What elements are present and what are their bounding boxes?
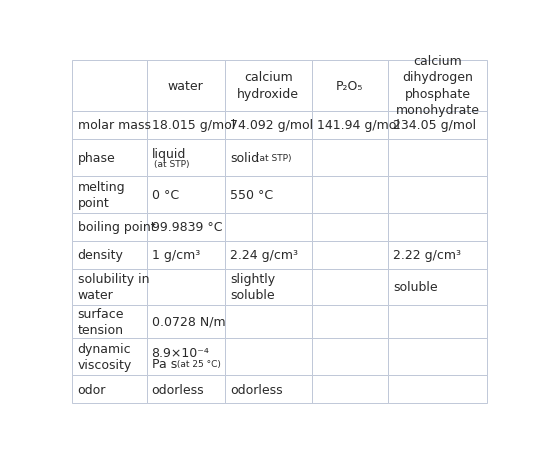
Text: odorless: odorless [230, 383, 282, 396]
Bar [388, 213, 487, 241]
Bar [73, 305, 146, 338]
Text: P₂O₅: P₂O₅ [336, 79, 363, 92]
Text: 18.015 g/mol: 18.015 g/mol [152, 119, 235, 132]
Bar [73, 375, 146, 403]
Bar [146, 375, 225, 403]
Text: 0.0728 N/m: 0.0728 N/m [152, 315, 225, 328]
Bar [388, 112, 487, 139]
Text: calcium
hydroxide: calcium hydroxide [237, 71, 299, 101]
Text: (at 25 °C): (at 25 °C) [174, 359, 221, 368]
Bar [312, 338, 388, 375]
Bar [146, 139, 225, 176]
Text: slightly
soluble: slightly soluble [230, 272, 275, 302]
Text: dynamic
viscosity: dynamic viscosity [78, 342, 132, 372]
Bar [312, 139, 388, 176]
Text: 1 g/cm³: 1 g/cm³ [152, 249, 200, 262]
Text: solubility in
water: solubility in water [78, 272, 149, 302]
Bar [312, 112, 388, 139]
Text: calcium
dihydrogen
phosphate
monohydrate: calcium dihydrogen phosphate monohydrate [395, 55, 479, 117]
Bar [225, 375, 312, 403]
Bar [73, 61, 146, 112]
Bar [225, 213, 312, 241]
Text: water: water [168, 79, 204, 92]
Text: liquid: liquid [152, 148, 186, 161]
Bar [146, 305, 225, 338]
Bar [146, 241, 225, 269]
Bar [388, 176, 487, 213]
Bar [225, 241, 312, 269]
Text: density: density [78, 249, 123, 262]
Bar [225, 139, 312, 176]
Text: Pa s: Pa s [152, 357, 177, 370]
Bar [225, 176, 312, 213]
Bar [312, 61, 388, 112]
Text: soluble: soluble [393, 280, 437, 293]
Text: surface
tension: surface tension [78, 307, 124, 336]
Text: (at STP): (at STP) [256, 153, 292, 162]
Text: 74.092 g/mol: 74.092 g/mol [230, 119, 313, 132]
Bar [388, 305, 487, 338]
Text: 8.9×10⁻⁴: 8.9×10⁻⁴ [152, 347, 210, 360]
Bar [225, 338, 312, 375]
Text: odorless: odorless [152, 383, 204, 396]
Text: odor: odor [78, 383, 106, 396]
Bar [73, 213, 146, 241]
Bar [146, 338, 225, 375]
Text: boiling point: boiling point [78, 221, 155, 234]
Bar [146, 61, 225, 112]
Bar [312, 305, 388, 338]
Bar [388, 269, 487, 305]
Bar [146, 269, 225, 305]
Text: (at STP): (at STP) [154, 160, 189, 169]
Bar [388, 338, 487, 375]
Text: 141.94 g/mol: 141.94 g/mol [317, 119, 400, 132]
Bar [312, 176, 388, 213]
Text: 2.22 g/cm³: 2.22 g/cm³ [393, 249, 461, 262]
Text: phase: phase [78, 151, 115, 164]
Bar [225, 112, 312, 139]
Text: 99.9839 °C: 99.9839 °C [152, 221, 222, 234]
Bar [388, 61, 487, 112]
Bar [388, 375, 487, 403]
Bar [312, 213, 388, 241]
Text: solid: solid [230, 151, 259, 164]
Text: 550 °C: 550 °C [230, 189, 273, 202]
Bar [225, 305, 312, 338]
Bar [312, 375, 388, 403]
Bar [146, 213, 225, 241]
Bar [146, 176, 225, 213]
Bar [73, 176, 146, 213]
Bar [73, 338, 146, 375]
Bar [388, 241, 487, 269]
Text: molar mass: molar mass [78, 119, 151, 132]
Bar [312, 269, 388, 305]
Bar [388, 139, 487, 176]
Text: 234.05 g/mol: 234.05 g/mol [393, 119, 476, 132]
Bar [73, 241, 146, 269]
Text: melting
point: melting point [78, 180, 125, 210]
Bar [312, 241, 388, 269]
Bar [225, 269, 312, 305]
Bar [73, 139, 146, 176]
Bar [73, 112, 146, 139]
Text: 2.24 g/cm³: 2.24 g/cm³ [230, 249, 298, 262]
Text: 0 °C: 0 °C [152, 189, 179, 202]
Bar [146, 112, 225, 139]
Bar [225, 61, 312, 112]
Bar [73, 269, 146, 305]
